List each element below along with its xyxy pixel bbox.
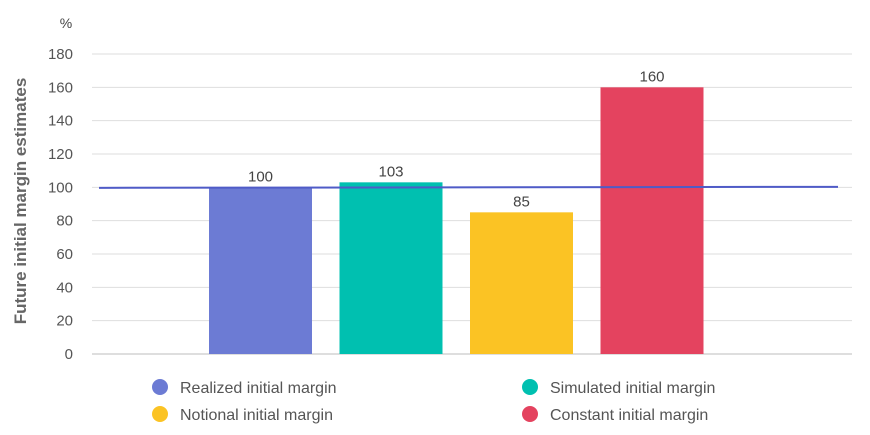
data-label: 160 xyxy=(639,68,664,85)
legend-label: Realized initial margin xyxy=(180,380,337,397)
data-label: 103 xyxy=(378,163,403,180)
y-tick-label: 60 xyxy=(56,246,73,263)
bar-2 xyxy=(339,182,443,354)
bar-1 xyxy=(209,187,312,354)
legend-label: Constant initial margin xyxy=(550,407,708,424)
y-tick-label: 180 xyxy=(48,46,73,63)
y-tick-label: 100 xyxy=(48,179,73,196)
reference-line-group xyxy=(98,185,839,189)
y-axis-unit: % xyxy=(60,15,72,31)
bar-3 xyxy=(470,212,573,354)
y-tick-label: 40 xyxy=(56,279,73,296)
legend-marker xyxy=(152,379,168,395)
data-label: 85 xyxy=(513,193,530,210)
bar-4 xyxy=(600,87,704,354)
legend: Realized initial margin Simulated initial… xyxy=(152,379,715,424)
y-tick-label: 80 xyxy=(56,213,73,230)
y-tick-label: 20 xyxy=(56,313,73,330)
reference-line xyxy=(98,185,839,189)
data-label: 100 xyxy=(248,168,273,185)
data-labels: 100 103 85 160 xyxy=(248,68,665,210)
y-tick-label: 140 xyxy=(48,113,73,130)
y-axis-title: Future initial margin estimates xyxy=(11,78,30,325)
y-axis-ticks: 0 20 40 60 80 100 120 140 160 180 xyxy=(48,46,73,363)
legend-label: Notional initial margin xyxy=(180,407,333,424)
bars xyxy=(209,87,704,354)
legend-marker xyxy=(152,406,168,422)
legend-marker xyxy=(522,379,538,395)
y-tick-label: 120 xyxy=(48,146,73,163)
legend-marker xyxy=(522,406,538,422)
y-tick-label: 0 xyxy=(65,346,73,363)
y-tick-label: 160 xyxy=(48,79,73,96)
legend-label: Simulated initial margin xyxy=(550,380,715,397)
